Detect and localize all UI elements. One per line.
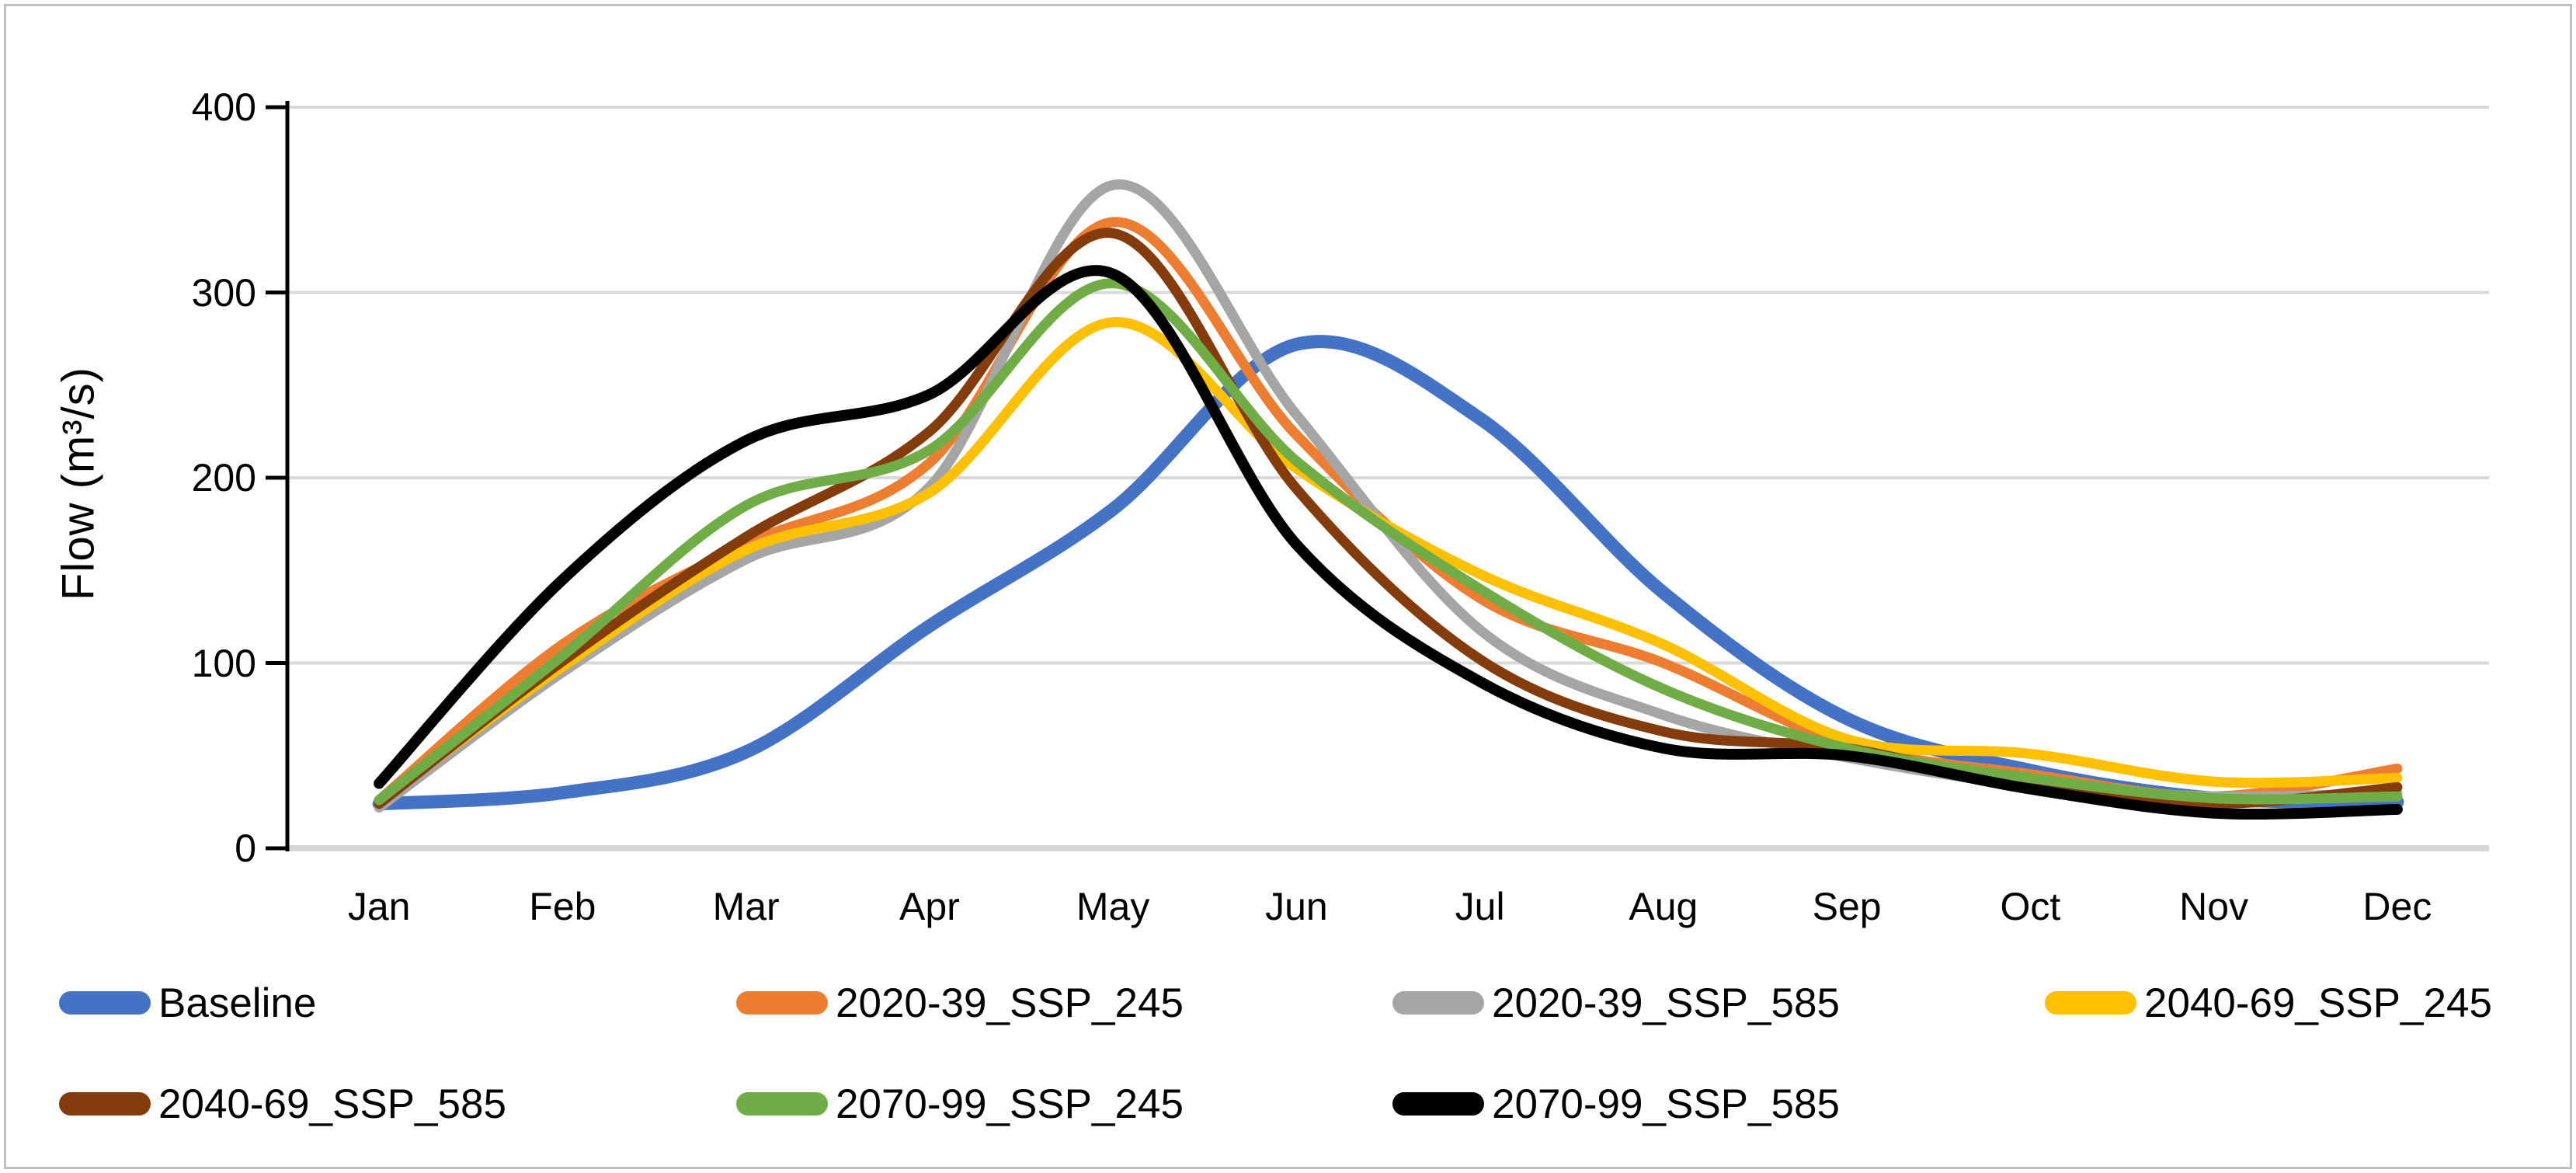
legend-label: 2040-69_SSP_245	[2144, 980, 2492, 1026]
legend-item-Baseline: Baseline	[59, 976, 316, 1030]
legend-item-2040-69_SSP_245: 2040-69_SSP_245	[2045, 976, 2492, 1030]
series-line-2040-69_SSP_585	[374, 228, 2403, 809]
legend-item-2070-99_SSP_245: 2070-99_SSP_245	[736, 1077, 1184, 1131]
legend-item-2040-69_SSP_585: 2040-69_SSP_585	[59, 1077, 506, 1131]
x-tick-label-Sep: Sep	[1812, 885, 1882, 928]
series-line-2070-99_SSP_585	[374, 265, 2403, 820]
x-tick-label-Apr: Apr	[899, 885, 960, 928]
x-tick-label-Dec: Dec	[2362, 885, 2432, 928]
y-tick-label: 0	[235, 827, 256, 870]
legend-swatch-icon	[1392, 1092, 1484, 1116]
legend-swatch-icon	[59, 991, 151, 1015]
y-axis-title: Flow (m³/s)	[53, 367, 104, 601]
series-line-2020-39_SSP_585	[374, 179, 2403, 813]
x-tick-label-Jan: Jan	[347, 885, 411, 928]
x-tick-label-Feb: Feb	[529, 885, 596, 928]
y-tick-label: 300	[191, 270, 256, 315]
x-tick-label-Oct: Oct	[2000, 885, 2061, 928]
x-tick-label-Jun: Jun	[1265, 885, 1328, 928]
x-tick-label-May: May	[1076, 885, 1150, 928]
y-tick-label: 400	[191, 85, 256, 129]
legend-item-2020-39_SSP_585: 2020-39_SSP_585	[1392, 976, 1840, 1030]
x-tick-label-Aug: Aug	[1629, 885, 1698, 928]
x-tick-label-Nov: Nov	[2179, 885, 2249, 928]
legend-swatch-icon	[2045, 991, 2136, 1015]
legend-item-2020-39_SSP_245: 2020-39_SSP_245	[736, 976, 1184, 1030]
x-tick-label-Jul: Jul	[1455, 885, 1505, 928]
y-tick-label: 200	[191, 456, 256, 499]
legend-label: 2020-39_SSP_585	[1492, 980, 1840, 1026]
series-line-2040-69_SSP_245	[374, 317, 2403, 807]
legend-swatch-icon	[736, 991, 828, 1015]
x-tick-label-Mar: Mar	[712, 885, 780, 928]
legend-label: Baseline	[158, 980, 317, 1026]
series-line-2020-39_SSP_245	[374, 217, 2403, 806]
legend-swatch-icon	[1392, 991, 1484, 1015]
line-chart	[266, 101, 2489, 851]
legend-row-1: Baseline 2020-39_SSP_245 2020-39_SSP_585 20…	[6, 976, 2570, 1030]
legend-item-2070-99_SSP_585: 2070-99_SSP_585	[1392, 1077, 1840, 1131]
legend-label: 2070-99_SSP_585	[1492, 1081, 1840, 1127]
y-tick-label: 100	[191, 641, 256, 685]
legend-swatch-icon	[59, 1092, 151, 1116]
chart-figure: Flow (m³/s) 0 100 200 300 400 Jan Feb Mar Apr Ma…	[4, 4, 2572, 1169]
legend-label: 2040-69_SSP_585	[158, 1081, 506, 1127]
legend-row-2: 2040-69_SSP_585 2070-99_SSP_245 2070-99_SS…	[6, 1077, 2570, 1131]
legend-swatch-icon	[736, 1092, 828, 1116]
legend-label: 2070-99_SSP_245	[836, 1081, 1184, 1127]
legend-label: 2020-39_SSP_245	[836, 980, 1184, 1026]
series-line-2070-99_SSP_245	[374, 278, 2403, 806]
